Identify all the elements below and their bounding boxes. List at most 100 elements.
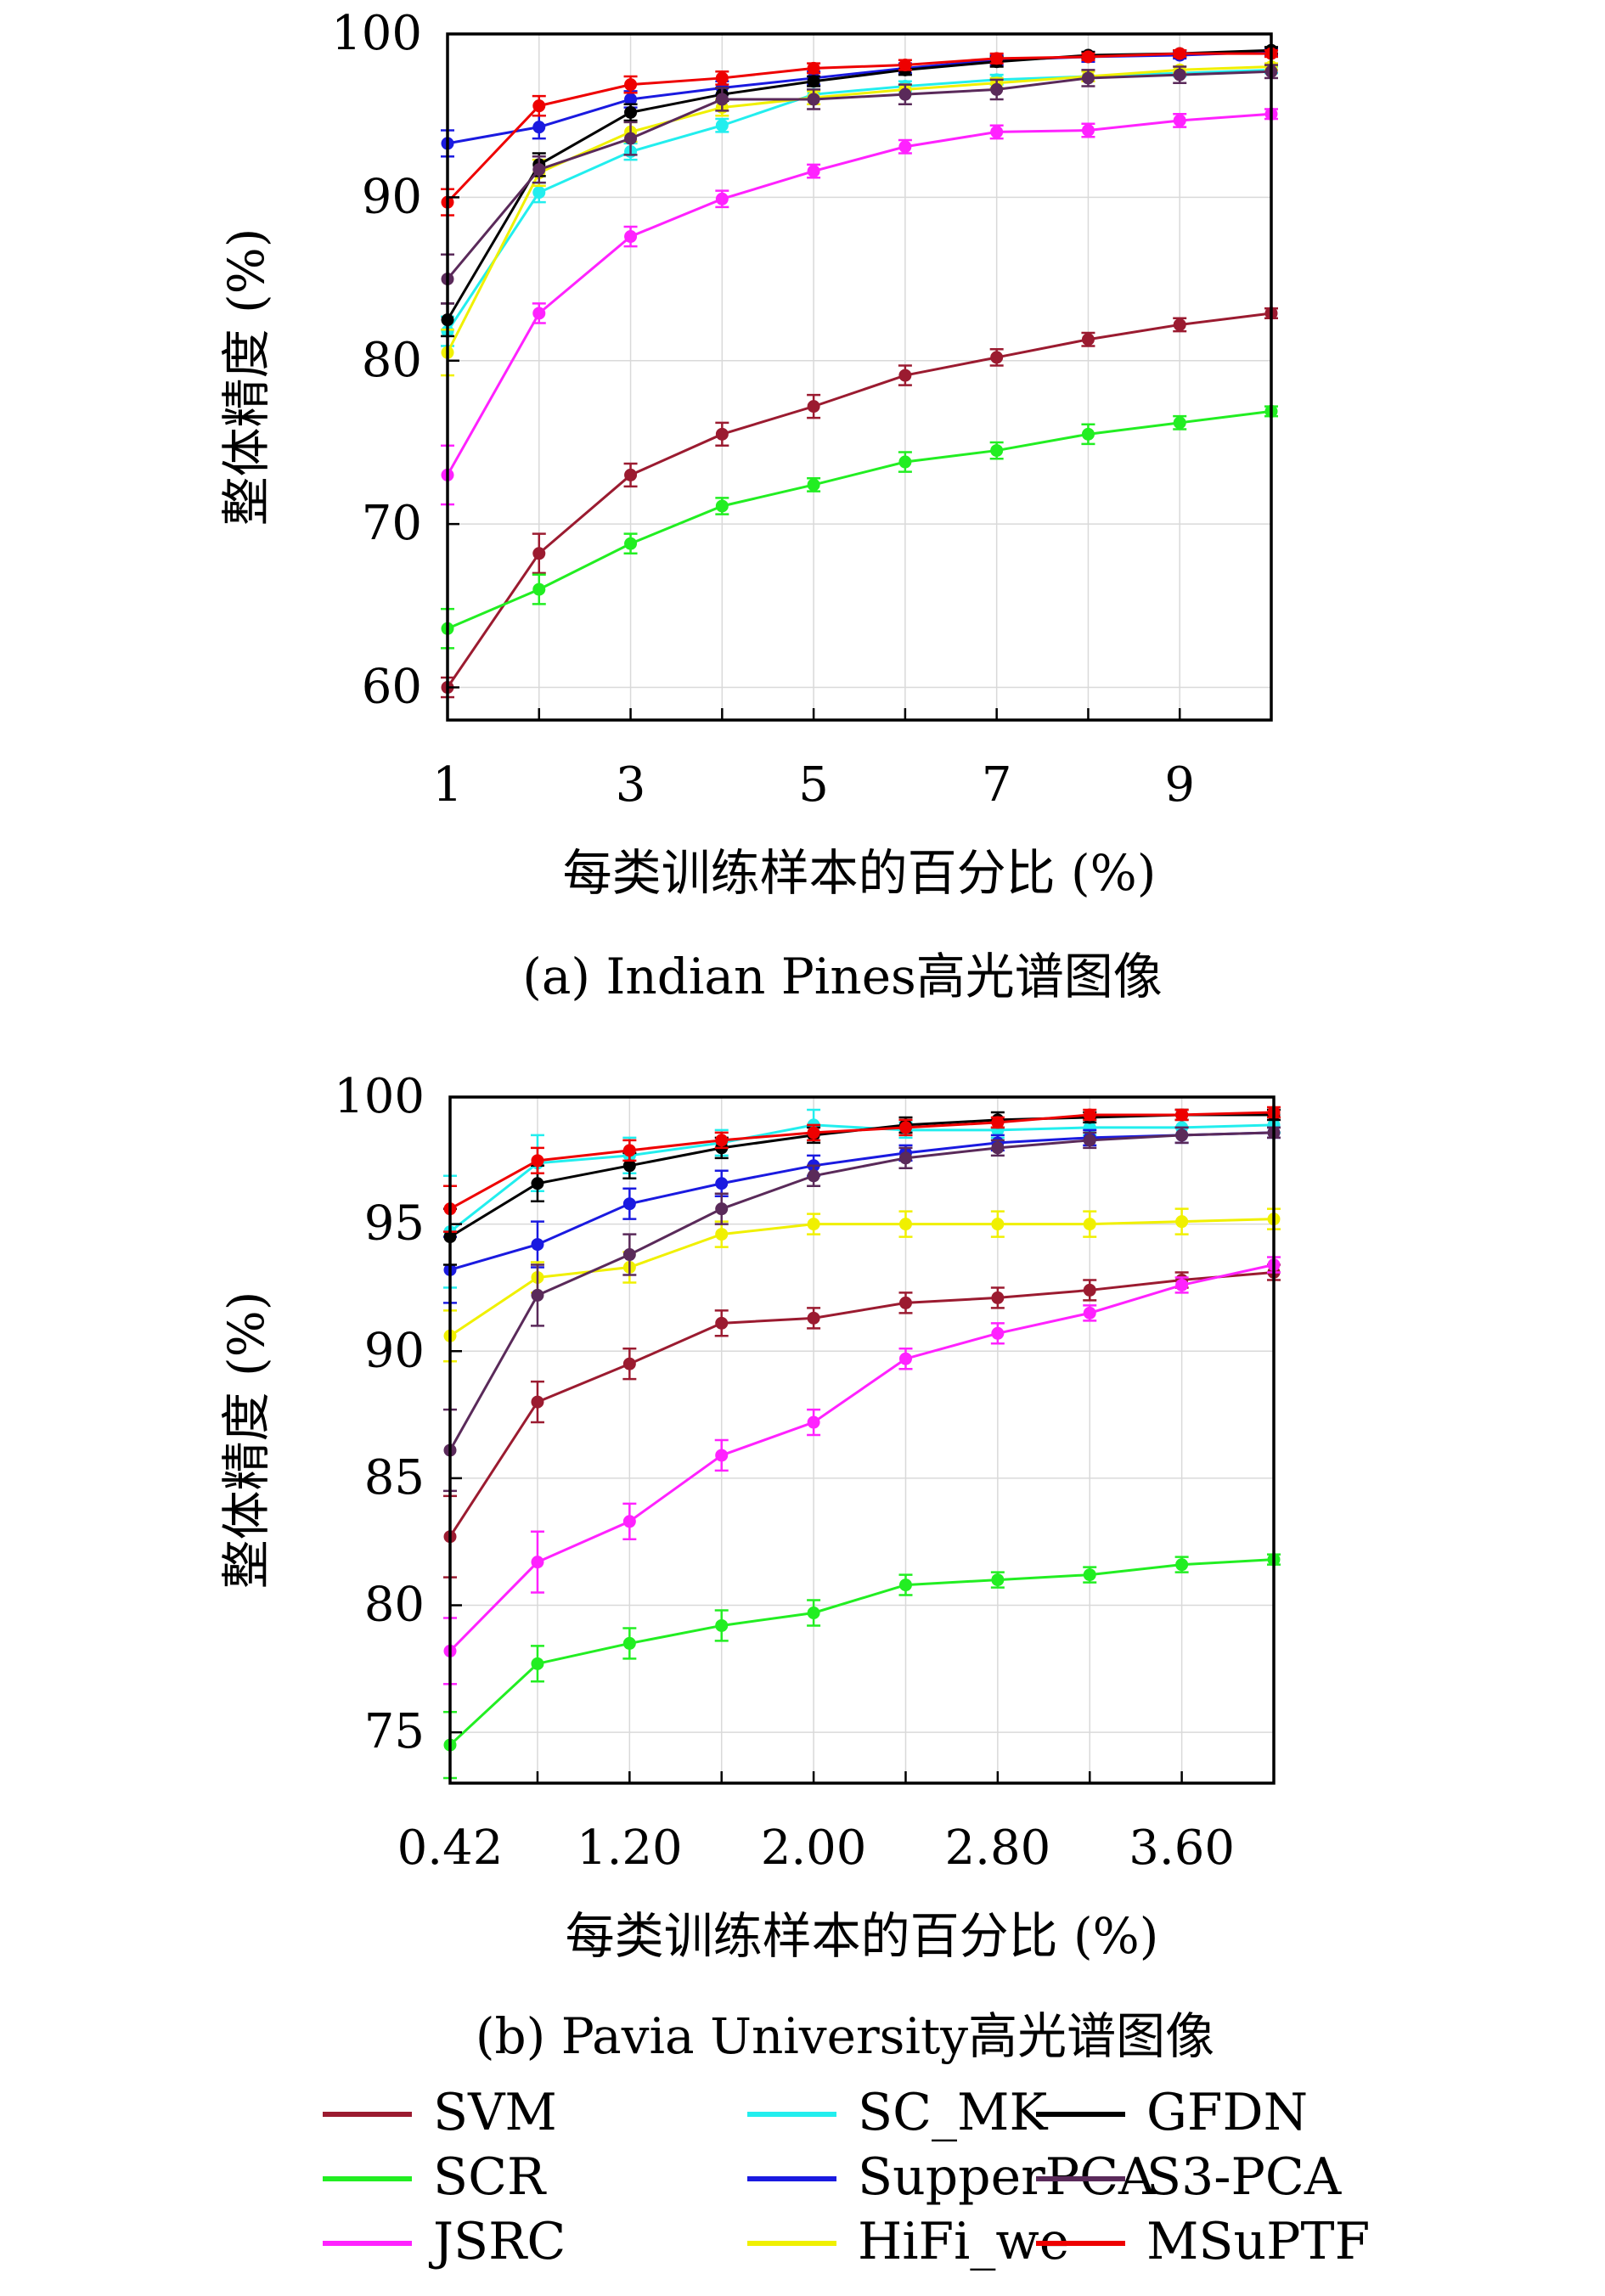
data-point [532, 307, 546, 320]
data-point [624, 78, 638, 92]
series-line [449, 1113, 1274, 1238]
series-supperpca [443, 1126, 1281, 1304]
plot-frame [446, 32, 1273, 722]
data-point [807, 400, 820, 414]
series-s3-pca [443, 1126, 1281, 1493]
legend-label: SVM [433, 2083, 557, 2142]
series-line [448, 1558, 1275, 1747]
data-point [531, 1657, 544, 1670]
x-tick-label: 5 [798, 757, 829, 813]
data-point [898, 1296, 912, 1309]
y-tick-label: 75 [364, 1704, 425, 1759]
legend-entry-hifi-we: HiFi_we [747, 2212, 1069, 2271]
data-point [715, 71, 729, 85]
data-point [715, 1316, 729, 1330]
data-point [715, 192, 729, 205]
y-tick-label: 90 [364, 1323, 425, 1378]
series-line [446, 68, 1272, 332]
x-tick-label: 9 [1164, 757, 1195, 813]
x-tick-label: 2.80 [945, 1820, 1051, 1876]
legend-label: GFDN [1146, 2083, 1308, 2142]
x-tick-label: 7 [982, 757, 1012, 813]
data-point [990, 82, 1004, 96]
data-point [1083, 1568, 1096, 1582]
data-point [532, 186, 546, 200]
data-point [991, 1326, 1005, 1340]
x-tick-label: 2.00 [761, 1820, 867, 1876]
data-point [622, 1515, 636, 1528]
data-point [807, 1218, 820, 1231]
data-point [807, 1311, 820, 1325]
data-point [1173, 68, 1186, 82]
data-point [1083, 1108, 1096, 1122]
legend-label: SCR [433, 2147, 547, 2207]
plot-frame [448, 1095, 1276, 1785]
data-point [1083, 1218, 1096, 1231]
data-point [990, 125, 1004, 138]
data-point [991, 1141, 1005, 1155]
data-point [624, 468, 638, 481]
legend-entry-msuptf: MSuPTF [1036, 2212, 1370, 2271]
data-point [1081, 427, 1095, 441]
data-point [807, 93, 820, 106]
y-tick-label: 85 [364, 1450, 425, 1505]
x-axis-label: 每类训练样本的百分比 (%) [563, 844, 1157, 902]
data-point [991, 1116, 1005, 1129]
legend-entry-svm: SVM [323, 2083, 557, 2142]
y-tick-label: 80 [362, 333, 422, 388]
data-point [715, 1202, 729, 1216]
data-point [531, 1395, 544, 1409]
data-point [715, 1228, 729, 1241]
data-point [1175, 1128, 1189, 1142]
data-point [990, 351, 1004, 364]
series-msuptf [443, 1106, 1281, 1233]
data-point [1083, 1283, 1096, 1297]
series-line [447, 409, 1272, 630]
series-supperpca [441, 45, 1278, 158]
legend-label: S3-PCA [1146, 2147, 1342, 2207]
data-point [990, 444, 1004, 458]
data-point [715, 427, 729, 441]
series-scr [443, 1553, 1281, 1780]
data-point [807, 1606, 820, 1619]
data-point [624, 93, 638, 106]
data-point [531, 1177, 544, 1190]
data-point [1175, 1558, 1189, 1572]
x-tick-label: 1.20 [577, 1820, 683, 1876]
series-line [449, 1111, 1275, 1210]
series-line [448, 1270, 1275, 1538]
data-point [898, 59, 912, 72]
chart-indian-pines: 1 3 5 7 9 60 70 80 90 100 每类训练样本的百分比 (%) 整体精度 (%) (a… [217, 6, 1278, 1005]
data-point [622, 1197, 636, 1211]
series-line [449, 1131, 1275, 1271]
y-tick-label: 95 [364, 1196, 425, 1252]
series-svm [441, 307, 1278, 699]
series-line [449, 1218, 1275, 1337]
data-point [1081, 71, 1095, 85]
series-scr [441, 404, 1278, 650]
x-tick-label: 3 [616, 757, 646, 813]
series-line [446, 65, 1272, 353]
data-point [898, 1151, 912, 1165]
x-axis-label: 每类训练样本的百分比 (%) [566, 1907, 1159, 1965]
data-point [898, 369, 912, 382]
data-point [531, 1556, 544, 1569]
y-tick-label: 80 [364, 1578, 425, 1633]
data-point [532, 582, 546, 596]
data-point [624, 105, 638, 119]
data-point [715, 1177, 729, 1190]
y-axis-label: 整体精度 (%) [217, 1292, 275, 1590]
data-point [1083, 1134, 1096, 1147]
series-line [446, 312, 1272, 689]
data-point [807, 61, 820, 75]
data-point [898, 140, 912, 154]
data-point [715, 119, 729, 132]
data-point [1173, 416, 1186, 430]
data-point [624, 132, 638, 145]
data-point [532, 163, 546, 177]
chart-pavia-university: 0.42 1.20 2.00 2.80 3.60 75 80 85 90 95 100 每类训练样本的… [217, 1069, 1281, 2065]
series-sc-mk [441, 63, 1278, 347]
figure-caption: (b) Pavia University高光谱图像 [476, 2007, 1214, 2065]
data-point [624, 537, 638, 550]
